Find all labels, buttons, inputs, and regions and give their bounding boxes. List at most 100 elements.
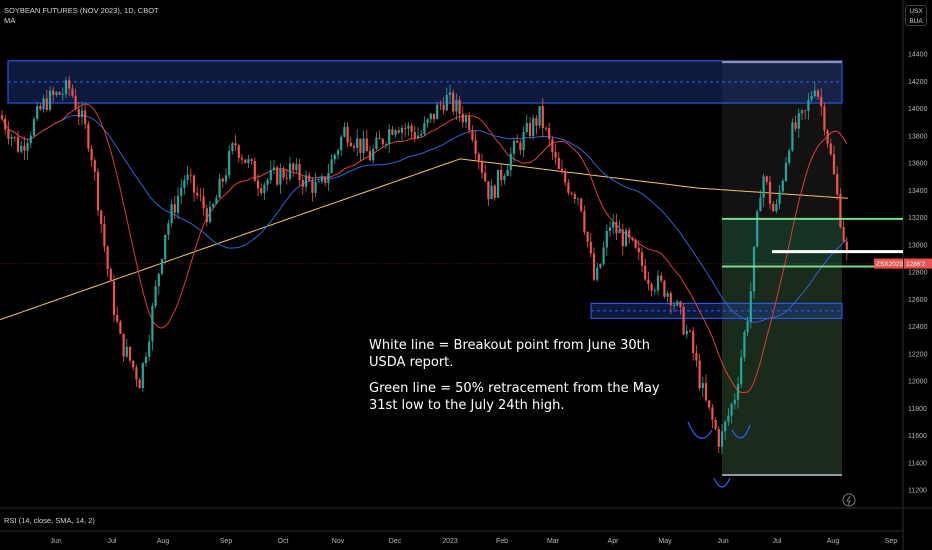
candle-body bbox=[336, 150, 340, 155]
candle-body bbox=[343, 126, 346, 137]
candle-body bbox=[842, 227, 845, 242]
candle-body bbox=[832, 154, 836, 175]
candle-body bbox=[45, 98, 48, 110]
candle-body bbox=[183, 180, 186, 188]
rsi-indicator-label[interactable]: RSI (14, close, SMA, 14, 2) bbox=[4, 516, 95, 525]
candle-body bbox=[615, 222, 618, 234]
candle-body bbox=[727, 415, 730, 422]
candle-body bbox=[276, 167, 279, 185]
candle-body bbox=[285, 177, 288, 179]
candle-body bbox=[429, 113, 432, 120]
x-tick-label: Aug bbox=[827, 538, 840, 545]
y-tick-label: 13200 bbox=[908, 215, 928, 222]
candle-body bbox=[500, 169, 503, 181]
candle-body bbox=[90, 148, 93, 161]
candle-body bbox=[535, 118, 538, 126]
candle-body bbox=[144, 356, 148, 364]
candle-body bbox=[413, 131, 416, 139]
candle-body bbox=[580, 198, 583, 212]
candle-body bbox=[349, 142, 352, 147]
candle-body bbox=[404, 127, 407, 129]
candle-body bbox=[253, 160, 256, 181]
candle-body bbox=[68, 80, 71, 89]
candle-body bbox=[410, 125, 413, 132]
x-tick-label: Dec bbox=[389, 538, 402, 545]
y-tick-label: 14200 bbox=[908, 79, 928, 86]
candle-body bbox=[487, 181, 490, 200]
candle-body bbox=[176, 195, 180, 213]
candle-body bbox=[215, 197, 218, 205]
candle-body bbox=[496, 169, 500, 198]
y-tick-label: 12800 bbox=[908, 270, 928, 277]
candle-body bbox=[384, 144, 388, 145]
candle-body bbox=[653, 290, 656, 292]
candle-body bbox=[692, 330, 695, 353]
retracement-lower-zone bbox=[722, 266, 842, 476]
candle-body bbox=[247, 159, 250, 163]
candle-body bbox=[93, 160, 96, 172]
candle-body bbox=[20, 145, 23, 152]
candle-body bbox=[458, 99, 461, 114]
candle-body bbox=[317, 181, 320, 183]
candle-body bbox=[314, 181, 317, 193]
candle-body bbox=[228, 151, 231, 176]
candle-body bbox=[327, 172, 330, 184]
candle-body bbox=[743, 332, 746, 358]
candle-body bbox=[292, 163, 295, 171]
x-tick-label: Jul bbox=[108, 538, 117, 545]
candle-body bbox=[608, 227, 612, 232]
x-tick-label: Mar bbox=[547, 538, 560, 545]
indicator-label[interactable]: MA bbox=[4, 16, 16, 25]
candle-body bbox=[506, 169, 509, 176]
candle-body bbox=[682, 306, 685, 335]
candle-body bbox=[266, 180, 269, 185]
annotation-text: White line = Breakout point from June 30… bbox=[369, 338, 660, 414]
candle-body bbox=[730, 403, 733, 416]
candle-body bbox=[116, 314, 119, 322]
candle-body bbox=[650, 284, 653, 291]
candle-body bbox=[16, 137, 20, 152]
candle-body bbox=[666, 293, 669, 297]
y-tick-label: 13000 bbox=[908, 242, 928, 249]
x-tick-label: Sep bbox=[220, 538, 233, 545]
candle-body bbox=[813, 90, 816, 97]
candle-body bbox=[560, 168, 564, 173]
candle-body bbox=[240, 157, 244, 160]
candle-body bbox=[448, 92, 452, 95]
candle-body bbox=[765, 176, 768, 182]
candle-body bbox=[378, 137, 381, 140]
candle-body bbox=[13, 137, 16, 138]
candle-body bbox=[471, 130, 474, 141]
y-tick-label: 12000 bbox=[908, 379, 928, 386]
candle-body bbox=[109, 269, 112, 282]
x-tick-label: Oct bbox=[278, 538, 289, 545]
candle-body bbox=[48, 90, 52, 110]
candle-body bbox=[589, 241, 592, 254]
candle-body bbox=[388, 129, 391, 145]
candle-body bbox=[807, 99, 810, 111]
candle-body bbox=[52, 90, 55, 95]
candle-body bbox=[295, 164, 298, 171]
candle-body bbox=[352, 146, 356, 148]
head-arc bbox=[713, 477, 731, 488]
y-tick-label: 12600 bbox=[908, 297, 928, 304]
candle-body bbox=[704, 383, 708, 401]
candle-body bbox=[583, 211, 586, 232]
candle-body bbox=[820, 96, 823, 107]
candle-body bbox=[618, 229, 621, 234]
candle-body bbox=[688, 330, 692, 332]
x-tick-label: Jun bbox=[50, 538, 61, 545]
candle-body bbox=[260, 188, 263, 194]
candle-body bbox=[810, 96, 813, 100]
y-tick-label: 11200 bbox=[908, 488, 927, 495]
candle-body bbox=[426, 119, 429, 123]
candle-body bbox=[61, 93, 64, 95]
candle-body bbox=[660, 275, 663, 281]
candle-body bbox=[375, 137, 378, 149]
candle-body bbox=[759, 197, 762, 212]
candle-body bbox=[720, 431, 724, 447]
currency-unit-box[interactable]: USX BUA bbox=[905, 5, 927, 26]
candle-body bbox=[391, 129, 394, 135]
x-tick-label: Jul bbox=[773, 538, 782, 545]
